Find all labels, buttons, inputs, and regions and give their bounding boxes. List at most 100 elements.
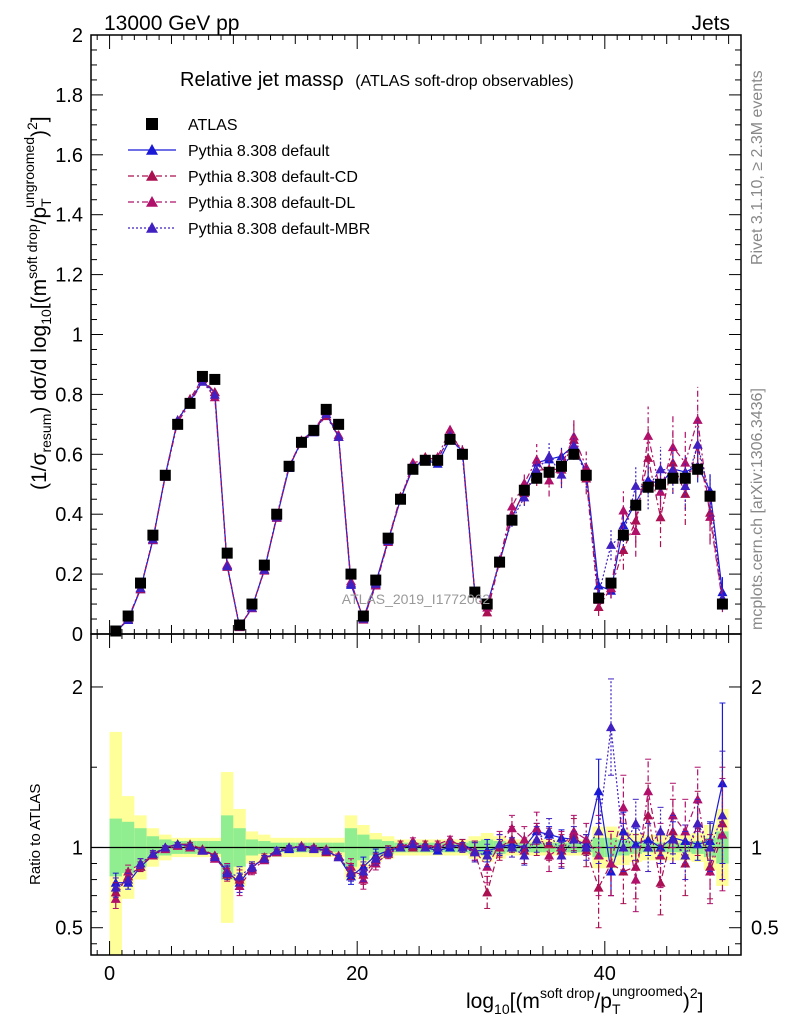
point-ratio [407,839,418,849]
data-point [357,610,369,622]
point-ratio [667,834,678,844]
point-ratio [160,842,171,852]
data-point [258,559,270,571]
point-main [630,525,641,535]
point-ratio [680,836,691,846]
point-ratio [593,826,604,836]
ratio-y-tick-label: 1 [751,837,762,859]
data-point [667,472,679,484]
legend-marker-atlas [146,118,158,130]
data-point [444,433,456,445]
legend-label: Pythia 8.308 default [188,143,330,160]
point-ratio [110,893,121,903]
data-point [159,469,171,481]
point-main [618,505,629,515]
point-ratio [259,853,270,863]
ratio-frame [90,633,742,956]
legend-marker [146,196,158,207]
point-ratio [643,786,654,796]
point-ratio [271,845,282,855]
data-point [593,592,605,604]
data-point [407,463,419,475]
point-ratio [346,861,356,871]
point-ratio [506,823,517,833]
data-point [345,568,357,580]
point-main [445,424,456,434]
point-main [556,469,567,479]
point-ratio [432,842,443,852]
y-tick-label: 0 [72,624,83,646]
point-ratio [383,847,394,857]
data-point [172,418,184,430]
data-point [481,598,493,610]
legend-marker [146,222,158,233]
point-ratio [395,842,406,852]
point-ratio [284,842,295,852]
data-point [382,532,394,544]
point-ratio [346,868,356,878]
ratio-y-tick-label: 0.5 [751,918,779,940]
point-ratio [246,861,257,871]
point-ratio [370,853,381,863]
data-point [704,490,716,502]
point-ratio [482,850,493,860]
point-ratio [185,840,196,850]
y-tick-label: 1 [72,325,83,347]
data-point [333,418,345,430]
y-axis-label-ratio: Ratio to ATLAS [27,784,44,885]
data-point [506,514,518,526]
point-ratio [581,842,592,852]
legend-label: Pythia 8.308 default-CD [188,169,358,186]
point-main [531,454,542,464]
point-main [531,465,542,475]
plot-title-sub: (ATLAS soft-drop observables) [355,73,573,90]
legend-label: Pythia 8.308 default-DL [188,195,355,212]
point-main [692,414,703,424]
x-tick-label: 40 [594,963,616,985]
watermark: ATLAS_2019_I1772062 [342,591,491,607]
point-main [519,492,530,502]
header-right: Jets [691,12,730,35]
point-ratio [333,852,344,862]
point-ratio [680,850,691,860]
data-point [580,469,592,481]
point-main [568,431,579,441]
point-main [630,480,641,490]
data-point [692,463,704,475]
data-point [568,448,580,460]
point-ratio [692,839,703,849]
point-main [482,607,493,617]
plot-title: Relative jet massρ (ATLAS soft-drop obse… [180,69,574,91]
y-tick-label: 0.2 [55,564,83,586]
point-ratio [308,844,319,854]
point-ratio [692,818,703,828]
legend: ATLAS Pythia 8.308 default Pythia 8.308 de… [128,117,370,238]
point-ratio [135,858,146,868]
point-ratio [234,871,245,881]
point-ratio [358,866,369,876]
data-point [271,508,283,520]
y-tick-label: 1.8 [55,85,83,107]
data-point [469,586,481,598]
point-ratio [606,858,616,868]
point-ratio [494,839,505,849]
point-ratio [147,848,158,858]
data-point [494,556,506,568]
point-ratio [606,722,616,732]
point-main [333,431,344,441]
point-ratio [630,839,641,849]
point-ratio [110,882,121,892]
ratio-y-tick-label: 0.5 [55,918,83,940]
data-point [283,460,295,472]
point-ratio [643,842,654,852]
point-ratio [568,834,579,844]
mcplots-label: mcplots.cern.ch [arXiv:1306.3436] [749,388,766,630]
x-axis-label: log10[(msoft drop/pTungroomed)2] [466,983,703,1017]
point-ratio [630,818,641,828]
legend-label: ATLAS [188,117,238,134]
y-axis-label-main: (1/σresum) dσ/d log10[(msoft drop/pTungr… [21,116,54,490]
point-main [655,464,666,474]
data-point [135,577,147,589]
y-tick-label: 0.4 [55,504,83,526]
